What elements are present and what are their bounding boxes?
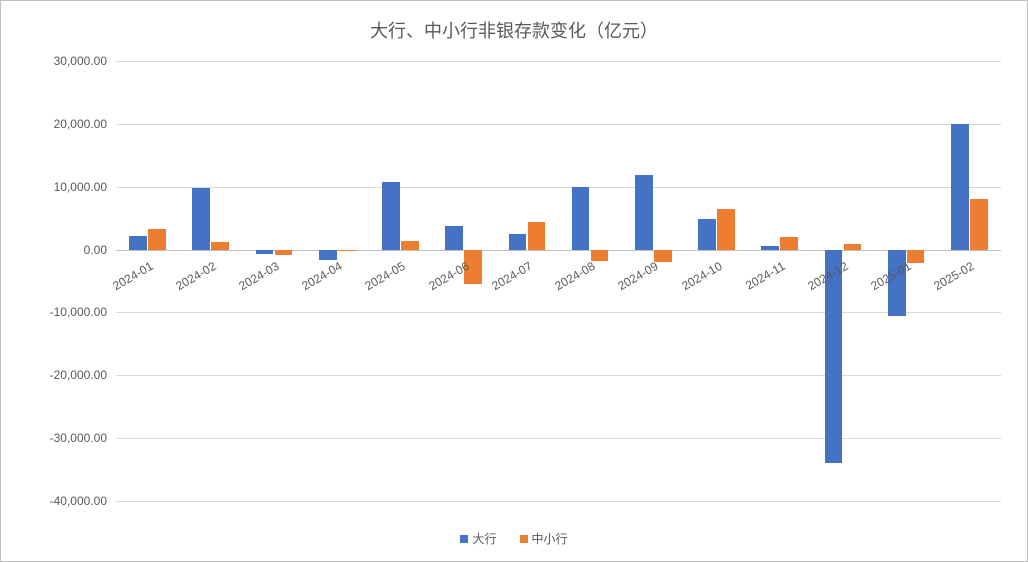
bar-series-1 bbox=[780, 237, 798, 250]
bar-series-0 bbox=[698, 219, 716, 250]
y-tick-label: 10,000.00 bbox=[7, 180, 107, 194]
gridline bbox=[116, 250, 1001, 251]
bar-series-1 bbox=[211, 242, 229, 250]
gridline bbox=[116, 375, 1001, 376]
bar-series-0 bbox=[635, 175, 653, 249]
chart-container: 大行、中小行非银存款变化（亿元） -40,000.00 -30,000.00 -20… bbox=[0, 0, 1028, 562]
legend-swatch-series-1 bbox=[520, 535, 528, 543]
bar-series-1 bbox=[338, 250, 356, 252]
bar-series-1 bbox=[401, 241, 419, 249]
gridline bbox=[116, 187, 1001, 188]
gridline bbox=[116, 124, 1001, 125]
legend-item-series-0: 大行 bbox=[460, 530, 496, 547]
bar-series-1 bbox=[591, 250, 609, 261]
legend: 大行 中小行 bbox=[1, 530, 1027, 547]
legend-label-series-0: 大行 bbox=[472, 532, 496, 546]
y-tick-label: 30,000.00 bbox=[7, 54, 107, 68]
chart-title: 大行、中小行非银存款变化（亿元） bbox=[1, 17, 1027, 43]
bar-series-1 bbox=[970, 199, 988, 249]
bar-series-0 bbox=[256, 250, 274, 254]
bar-series-0 bbox=[761, 246, 779, 250]
bar-series-0 bbox=[129, 236, 147, 250]
gridline bbox=[116, 438, 1001, 439]
bar-series-1 bbox=[148, 229, 166, 250]
bar-series-1 bbox=[844, 244, 862, 250]
legend-item-series-1: 中小行 bbox=[520, 530, 568, 547]
bar-series-1 bbox=[654, 250, 672, 263]
y-tick-label: 20,000.00 bbox=[7, 117, 107, 131]
gridline bbox=[116, 501, 1001, 502]
gridline bbox=[116, 61, 1001, 62]
bar-series-0 bbox=[192, 188, 210, 250]
y-tick-label: 0.00 bbox=[7, 243, 107, 257]
y-tick-label: -40,000.00 bbox=[7, 494, 107, 508]
bar-series-1 bbox=[275, 250, 293, 256]
legend-swatch-series-0 bbox=[460, 535, 468, 543]
bar-series-0 bbox=[572, 187, 590, 250]
y-tick-label: -30,000.00 bbox=[7, 431, 107, 445]
bar-series-0 bbox=[382, 182, 400, 250]
bar-series-0 bbox=[445, 226, 463, 249]
gridline bbox=[116, 312, 1001, 313]
bar-series-0 bbox=[951, 124, 969, 250]
bar-series-1 bbox=[907, 250, 925, 264]
y-tick-label: -10,000.00 bbox=[7, 305, 107, 319]
bar-series-1 bbox=[528, 222, 546, 250]
y-tick-label: -20,000.00 bbox=[7, 368, 107, 382]
bar-series-0 bbox=[509, 234, 527, 250]
legend-label-series-1: 中小行 bbox=[532, 532, 568, 546]
bar-series-1 bbox=[717, 209, 735, 249]
bar-series-0 bbox=[319, 250, 337, 261]
